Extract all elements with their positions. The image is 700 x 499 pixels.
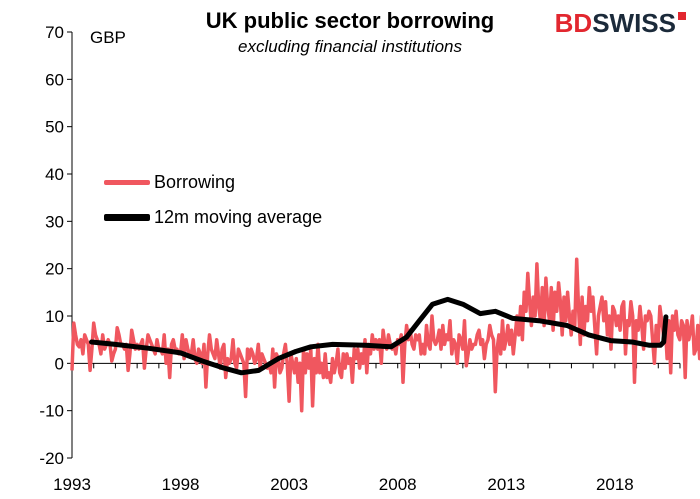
y-tick-label: 50 — [45, 118, 64, 137]
x-tick-label: 2018 — [596, 475, 634, 494]
logo-square-icon — [678, 12, 686, 20]
legend-item-moving-average: 12m moving average — [104, 207, 322, 228]
series-line-borrowing — [70, 257, 700, 413]
y-tick-label: 0 — [55, 354, 64, 373]
series-line-12m-moving-average — [89, 296, 669, 376]
y-tick-label: 30 — [45, 212, 64, 231]
logo-text-swiss: SWISS — [592, 8, 676, 38]
tick-labels: -20 -10 0 10 20 30 40 50 60 70 1993 1998 2003 2008 201… — [39, 23, 633, 494]
axes — [67, 31, 681, 459]
y-tick-label: -20 — [39, 449, 64, 468]
logo-text-bd: BD — [554, 8, 593, 38]
legend-swatch-moving-average — [104, 214, 150, 221]
y-tick-label: 70 — [45, 23, 64, 42]
x-tick-label: 2003 — [270, 475, 308, 494]
chart-subtitle: excluding financial institutions — [238, 37, 462, 56]
legend-label-borrowing: Borrowing — [154, 172, 236, 192]
y-tick-label: 20 — [45, 260, 64, 279]
y-tick-label: -10 — [39, 402, 64, 421]
legend-item-borrowing: Borrowing — [104, 172, 235, 193]
y-tick-label: 60 — [45, 70, 64, 89]
y-tick-label: 10 — [45, 307, 64, 326]
brand-logo: BDSWISS — [555, 8, 686, 39]
x-tick-label: 1993 — [53, 475, 91, 494]
legend-label-moving-average: 12m moving average — [154, 207, 323, 227]
y-axis-unit-label: GBP — [90, 28, 126, 47]
x-tick-label: 2013 — [487, 475, 525, 494]
x-tick-label: 2008 — [379, 475, 417, 494]
y-tick-label: 40 — [45, 165, 64, 184]
legend-swatch-borrowing — [104, 180, 150, 185]
chart-title: UK public sector borrowing — [205, 8, 495, 33]
x-tick-label: 1998 — [162, 475, 200, 494]
